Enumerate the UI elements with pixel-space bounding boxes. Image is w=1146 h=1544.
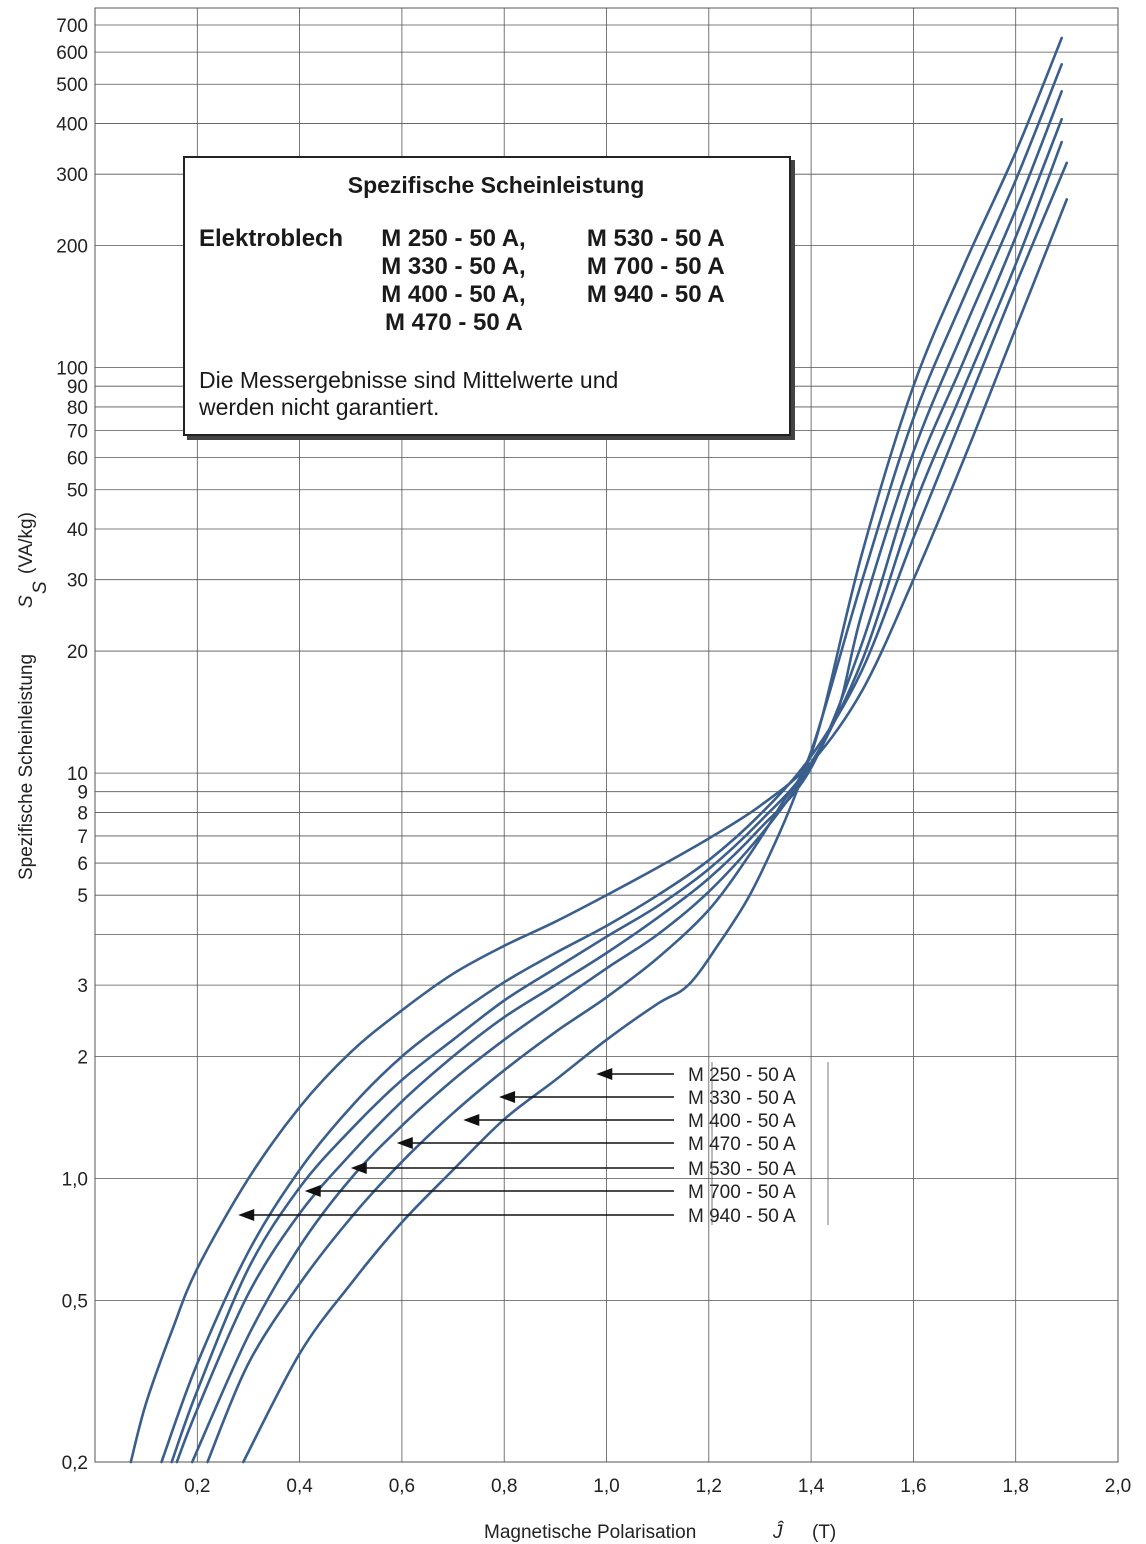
y-tick-label: 200 bbox=[56, 237, 88, 258]
y-axis-label: Spezifische Scheinleistung bbox=[16, 654, 37, 880]
x-tick-label: 1,4 bbox=[798, 1476, 825, 1497]
series-curve-6 bbox=[129, 198, 1069, 1464]
y-tick-label: 30 bbox=[67, 571, 88, 592]
series-curves bbox=[129, 36, 1069, 1464]
material-item: M 700 - 50 A bbox=[586, 253, 725, 280]
callout-label: M 250 - 50 A bbox=[688, 1065, 796, 1086]
tick-labels: 0,2 0,4 0,6 0,8 1,0 1,2 1,4 1,6 1,8 2,0 0,2 0,5 1,0 2… bbox=[56, 16, 1131, 1497]
callout-label: M 940 - 50 A bbox=[688, 1206, 796, 1227]
y-tick-label: 5 bbox=[77, 886, 88, 907]
series-curve-5 bbox=[160, 161, 1069, 1464]
y-tick-label: 10 bbox=[67, 764, 88, 785]
grid-lines bbox=[94, 7, 1119, 1463]
y-axis-unit: (VA/kg) bbox=[16, 512, 37, 574]
callout-label: M 400 - 50 A bbox=[688, 1111, 796, 1132]
y-tick-label: 90 bbox=[67, 377, 88, 398]
y-tick-label: 300 bbox=[56, 165, 88, 186]
y-tick-label: 100 bbox=[56, 359, 88, 380]
info-note: Die Messergebnisse sind Mittelwerte und … bbox=[199, 367, 773, 421]
material-item: M 530 - 50 A bbox=[586, 225, 725, 252]
x-axis-symbol: Ĵ bbox=[772, 1521, 784, 1543]
series-curve-3 bbox=[175, 117, 1063, 1464]
callout-label: M 470 - 50 A bbox=[688, 1134, 796, 1155]
callout-arrow-head bbox=[396, 1137, 413, 1149]
x-tick-label: 0,4 bbox=[286, 1476, 313, 1497]
material-item: M 250 - 50 A, bbox=[381, 225, 526, 252]
callout-label: M 700 - 50 A bbox=[688, 1182, 796, 1203]
callout-arrow-head bbox=[350, 1162, 367, 1174]
x-tick-label: 1,8 bbox=[1002, 1476, 1028, 1497]
info-note-line: Die Messergebnisse sind Mittelwerte und bbox=[199, 367, 619, 393]
callout-arrow-head bbox=[463, 1114, 480, 1126]
x-tick-label: 2,0 bbox=[1105, 1476, 1131, 1497]
x-tick-label: 1,2 bbox=[696, 1476, 722, 1497]
y-tick-label: 500 bbox=[56, 75, 88, 96]
callout-arrow-head bbox=[238, 1209, 255, 1221]
material-row: Elektroblech M 250 - 50 A, M 530 - 50 A bbox=[199, 225, 773, 253]
x-tick-label: 0,6 bbox=[389, 1476, 415, 1497]
x-tick-label: 0,8 bbox=[491, 1476, 517, 1497]
callout-arrow-head bbox=[304, 1185, 321, 1197]
y-tick-label: 1,0 bbox=[62, 1170, 88, 1191]
x-axis-unit: (T) bbox=[812, 1522, 836, 1543]
y-tick-label: 8 bbox=[77, 803, 88, 824]
callout-label: M 330 - 50 A bbox=[688, 1088, 796, 1109]
y-tick-label: 9 bbox=[77, 783, 88, 804]
material-item: M 400 - 50 A, bbox=[381, 281, 526, 308]
x-tick-label: 1,0 bbox=[593, 1476, 619, 1497]
x-tick-label: 0,2 bbox=[184, 1476, 210, 1497]
y-tick-label: 60 bbox=[67, 449, 88, 470]
y-tick-label: 2 bbox=[77, 1048, 88, 1069]
y-axis-subscript: S bbox=[30, 581, 51, 594]
series-curve-0 bbox=[242, 36, 1063, 1464]
y-tick-label: 700 bbox=[56, 16, 88, 37]
y-tick-label: 80 bbox=[67, 398, 88, 419]
y-tick-label: 0,5 bbox=[62, 1292, 88, 1313]
series-curve-4 bbox=[170, 140, 1063, 1464]
y-tick-label: 70 bbox=[67, 421, 88, 442]
y-tick-label: 50 bbox=[67, 481, 88, 502]
y-tick-label: 3 bbox=[77, 976, 88, 997]
info-box: Spezifische Scheinleistung Elektroblech … bbox=[183, 156, 791, 436]
callout-arrow-head bbox=[596, 1068, 613, 1080]
series-callouts: M 250 - 50 AM 330 - 50 AM 400 - 50 AM 47… bbox=[238, 1062, 829, 1227]
info-note-line: werden nicht garantiert. bbox=[199, 394, 440, 420]
callout-label: M 530 - 50 A bbox=[688, 1159, 796, 1180]
material-lead: Elektroblech bbox=[199, 225, 344, 252]
y-tick-label: 7 bbox=[77, 827, 88, 848]
material-item: M 330 - 50 A, bbox=[381, 253, 526, 280]
y-tick-label: 600 bbox=[56, 43, 88, 64]
y-tick-label: 40 bbox=[67, 520, 88, 541]
x-axis-label: Magnetische Polarisation bbox=[484, 1522, 696, 1543]
y-tick-label: 20 bbox=[67, 642, 88, 663]
y-axis-symbol: S bbox=[16, 595, 37, 608]
y-tick-label: 6 bbox=[77, 854, 88, 875]
material-item: M 470 - 50 A bbox=[385, 309, 523, 336]
material-row: M 470 - 50 A bbox=[199, 309, 773, 337]
x-tick-label: 1,6 bbox=[900, 1476, 926, 1497]
material-row: M 400 - 50 A, M 940 - 50 A bbox=[199, 281, 773, 309]
info-title: Spezifische Scheinleistung bbox=[347, 172, 645, 198]
y-tick-label: 400 bbox=[56, 115, 88, 136]
y-tick-label: 0,2 bbox=[62, 1453, 88, 1474]
material-row: M 330 - 50 A, M 700 - 50 A bbox=[199, 253, 773, 281]
series-curve-1 bbox=[206, 63, 1063, 1464]
y-axis-label-group: Spezifische Scheinleistung S S (VA/kg) bbox=[16, 512, 51, 880]
callout-arrow-head bbox=[499, 1091, 516, 1103]
material-item: M 940 - 50 A bbox=[586, 281, 725, 308]
